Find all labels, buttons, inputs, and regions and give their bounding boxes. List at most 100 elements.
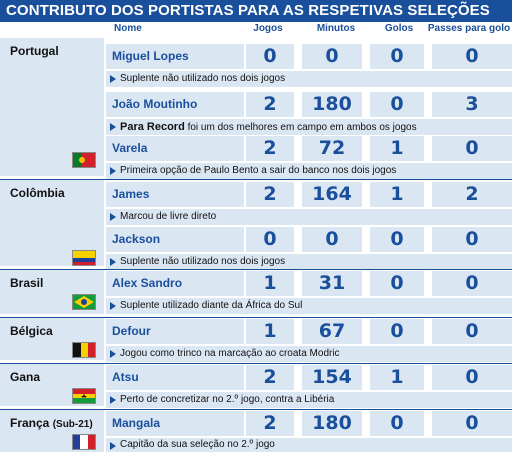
- divider: [0, 317, 512, 318]
- header-minutos: Minutos: [316, 23, 356, 34]
- stat-passes: 0: [432, 227, 512, 252]
- player-name: Atsu: [106, 365, 244, 390]
- country-name: Brasil: [10, 276, 44, 290]
- stat-jogos: 2: [246, 411, 294, 436]
- france-flag-icon: [72, 434, 96, 450]
- country-gana: Gana: [0, 364, 104, 408]
- stat-passes: 2: [432, 182, 512, 207]
- stat-minutos: 180: [302, 92, 362, 117]
- stat-passes: 0: [432, 365, 512, 390]
- player-name: João Moutinho: [106, 92, 244, 117]
- note-text: foi um dos melhores em campo em ambos os…: [184, 122, 417, 133]
- ghana-flag-icon: [72, 388, 96, 404]
- country-name: França (Sub-21): [10, 416, 93, 430]
- stat-minutos: 0: [302, 227, 362, 252]
- stat-minutos: 164: [302, 182, 362, 207]
- note-bold: Para Record: [120, 121, 185, 133]
- player-name: Defour: [106, 319, 244, 344]
- arrow-icon: [110, 302, 116, 310]
- country-colombia: Colômbia: [0, 180, 104, 268]
- note-text: Marcou de livre direto: [120, 211, 217, 222]
- note-text: Primeira opção de Paulo Bento a sair do …: [120, 165, 397, 176]
- arrow-icon: [110, 213, 116, 221]
- stat-jogos: 1: [246, 319, 294, 344]
- country-subtitle: (Sub-21): [52, 419, 93, 430]
- stat-jogos: 2: [246, 92, 294, 117]
- arrow-icon: [110, 396, 116, 404]
- stat-passes: 0: [432, 319, 512, 344]
- stat-jogos: 1: [246, 271, 294, 296]
- note-text: Suplente não utilizado nos dois jogos: [120, 73, 286, 84]
- table-title: CONTRIBUTO DOS PORTISTAS PARA AS RESPETI…: [0, 0, 512, 22]
- country-name: Portugal: [10, 44, 59, 58]
- country-portugal: Portugal: [0, 38, 104, 178]
- header-passes: Passes para golo: [427, 23, 511, 34]
- note-text: Jogou como trinco na marcação ao croata …: [120, 348, 340, 359]
- stat-passes: 0: [432, 44, 512, 69]
- arrow-icon: [110, 75, 116, 83]
- player-note: Marcou de livre direto: [106, 209, 512, 225]
- player-note: Primeira opção de Paulo Bento a sair do …: [106, 163, 512, 179]
- stat-golos: 0: [370, 271, 424, 296]
- player-note: Para Record foi um dos melhores em campo…: [106, 119, 512, 135]
- player-note: Capitão da sua seleção no 2.º jogo: [106, 438, 512, 452]
- note-text: Capitão da sua seleção no 2.º jogo: [120, 439, 275, 450]
- stat-minutos: 31: [302, 271, 362, 296]
- player-name: Jackson: [106, 227, 244, 252]
- country-name-text: França: [10, 416, 50, 430]
- arrow-icon: [110, 123, 116, 131]
- stat-golos: 1: [370, 182, 424, 207]
- country-brasil: Brasil: [0, 270, 104, 316]
- stat-passes: 0: [432, 136, 512, 161]
- player-name: Miguel Lopes: [106, 44, 244, 69]
- stat-jogos: 0: [246, 227, 294, 252]
- divider: [0, 179, 512, 180]
- note-text: Suplente utilizado diante da África do S…: [120, 300, 303, 311]
- arrow-icon: [110, 350, 116, 358]
- stat-jogos: 2: [246, 136, 294, 161]
- player-name: Mangala: [106, 411, 244, 436]
- arrow-icon: [110, 258, 116, 266]
- stat-golos: 1: [370, 136, 424, 161]
- stat-golos: 0: [370, 411, 424, 436]
- player-note: Suplente não utilizado nos dois jogos: [106, 71, 512, 87]
- player-name: Alex Sandro: [106, 271, 244, 296]
- stat-jogos: 2: [246, 365, 294, 390]
- stat-jogos: 0: [246, 44, 294, 69]
- stat-minutos: 67: [302, 319, 362, 344]
- country-name: Bélgica: [10, 324, 53, 338]
- header-nome: Nome: [114, 23, 142, 34]
- header-golos: Golos: [384, 23, 414, 34]
- stat-jogos: 2: [246, 182, 294, 207]
- stat-golos: 0: [370, 92, 424, 117]
- country-name: Colômbia: [10, 186, 65, 200]
- note-text: Perto de concretizar no 2.º jogo, contra…: [120, 394, 335, 405]
- stat-golos: 0: [370, 44, 424, 69]
- divider: [0, 269, 512, 270]
- player-note: Suplente não utilizado nos dois jogos: [106, 254, 512, 270]
- belgium-flag-icon: [72, 342, 96, 358]
- divider: [0, 363, 512, 364]
- colombia-flag-icon: [72, 250, 96, 266]
- country-franca: França (Sub-21): [0, 410, 104, 452]
- stat-golos: 1: [370, 365, 424, 390]
- portugal-flag-icon: [72, 152, 96, 168]
- player-note: Suplente utilizado diante da África do S…: [106, 298, 512, 314]
- divider: [0, 409, 512, 410]
- player-note: Perto de concretizar no 2.º jogo, contra…: [106, 392, 512, 408]
- stat-minutos: 154: [302, 365, 362, 390]
- stat-minutos: 72: [302, 136, 362, 161]
- player-note: Jogou como trinco na marcação ao croata …: [106, 346, 512, 362]
- arrow-icon: [110, 167, 116, 175]
- player-name: Varela: [106, 136, 244, 161]
- country-belgica: Bélgica: [0, 318, 104, 362]
- stat-passes: 0: [432, 271, 512, 296]
- header-jogos: Jogos: [253, 23, 283, 34]
- stat-minutos: 180: [302, 411, 362, 436]
- stat-golos: 0: [370, 319, 424, 344]
- country-name: Gana: [10, 370, 41, 384]
- stat-passes: 3: [432, 92, 512, 117]
- note-text: Suplente não utilizado nos dois jogos: [120, 256, 286, 267]
- brazil-flag-icon: [72, 294, 96, 310]
